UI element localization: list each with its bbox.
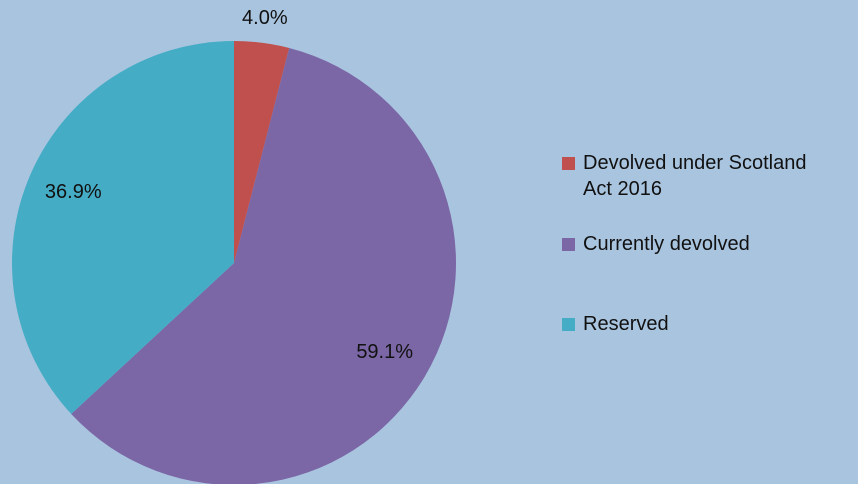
legend-swatch bbox=[562, 318, 575, 331]
pie-slice bbox=[71, 47, 456, 484]
legend-item: Devolved under Scotland Act 2016 bbox=[560, 150, 813, 202]
legend-label: Reserved bbox=[583, 313, 669, 335]
legend-label: Devolved under Scotland Act 2016 bbox=[583, 152, 807, 200]
pie-slice bbox=[12, 41, 235, 414]
legend-label: Currently devolved bbox=[583, 233, 750, 255]
data-label: 59.1% bbox=[356, 341, 413, 363]
data-label: 4.0% bbox=[242, 7, 288, 29]
legend-item: Currently devolved bbox=[560, 231, 813, 257]
legend-swatch bbox=[562, 157, 575, 170]
pie-slice bbox=[234, 41, 290, 263]
legend-item: Reserved bbox=[560, 311, 813, 337]
legend-swatch bbox=[562, 238, 575, 251]
data-label: 36.9% bbox=[45, 181, 102, 203]
